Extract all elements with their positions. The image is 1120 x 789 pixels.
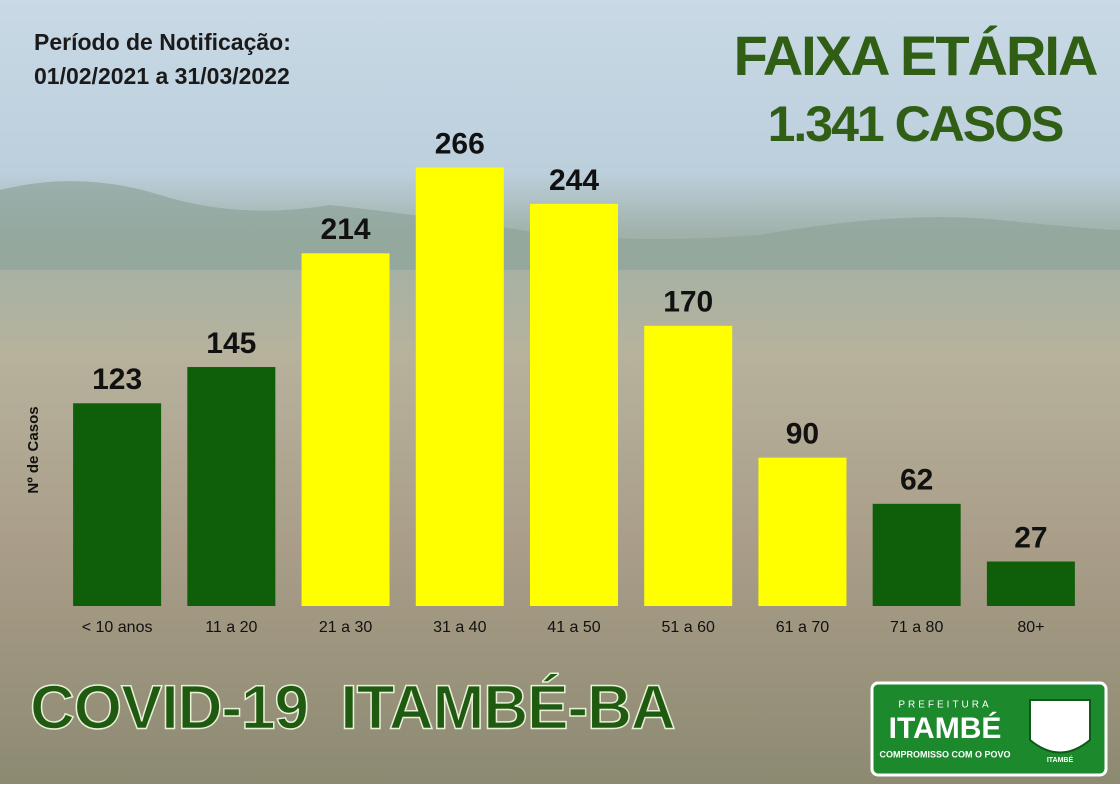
x-tick-label: 31 a 40 [433, 619, 486, 636]
y-axis-label: Nº de Casos [25, 406, 42, 493]
x-tick-label: 51 a 60 [662, 619, 715, 636]
value-label: 170 [663, 286, 713, 319]
x-tick-label: 71 a 80 [890, 619, 943, 636]
x-tick-label: 80+ [1017, 619, 1044, 636]
value-label: 27 [1014, 521, 1047, 554]
logo-motto: COMPROMISSO COM O POVO [879, 749, 1010, 759]
logo-name: ITAMBÉ [889, 711, 1002, 745]
crest-label: ITAMBÉ [1047, 755, 1074, 764]
logo: PREFEITURA ITAMBÉ COMPROMISSO COM O POVO… [870, 681, 1108, 777]
bar [187, 367, 276, 606]
bar [73, 403, 162, 606]
value-label: 244 [549, 164, 599, 197]
x-tick-label: 21 a 30 [319, 619, 372, 636]
bar [301, 253, 390, 606]
chart-subtitle: 1.341 CASOS [768, 96, 1063, 152]
value-label: 145 [206, 327, 256, 360]
crest [1029, 699, 1091, 754]
period-label: Período de Notificação: [34, 29, 291, 55]
value-label: 214 [321, 213, 371, 246]
footer: COVID-19 ITAMBÉ-BA [30, 673, 675, 742]
bar [530, 203, 618, 606]
x-tick-label: < 10 anos [82, 619, 153, 636]
x-tick-label: 11 a 20 [205, 619, 257, 636]
bar [644, 325, 733, 606]
value-label: 123 [92, 363, 142, 396]
bar [415, 167, 504, 606]
value-label: 62 [900, 464, 933, 497]
value-label: 90 [786, 418, 819, 451]
hills [0, 181, 1120, 270]
x-tick-label: 41 a 50 [547, 619, 600, 636]
bar [758, 457, 847, 606]
logo-top: PREFEITURA [898, 700, 991, 711]
value-label: 266 [435, 128, 485, 161]
bar [986, 561, 1075, 606]
bar [872, 503, 961, 606]
chart-title: FAIXA ETÁRIA [734, 24, 1097, 87]
period: 01/02/2021 a 31/03/2022 [34, 63, 290, 89]
x-tick-label: 61 a 70 [776, 619, 829, 636]
